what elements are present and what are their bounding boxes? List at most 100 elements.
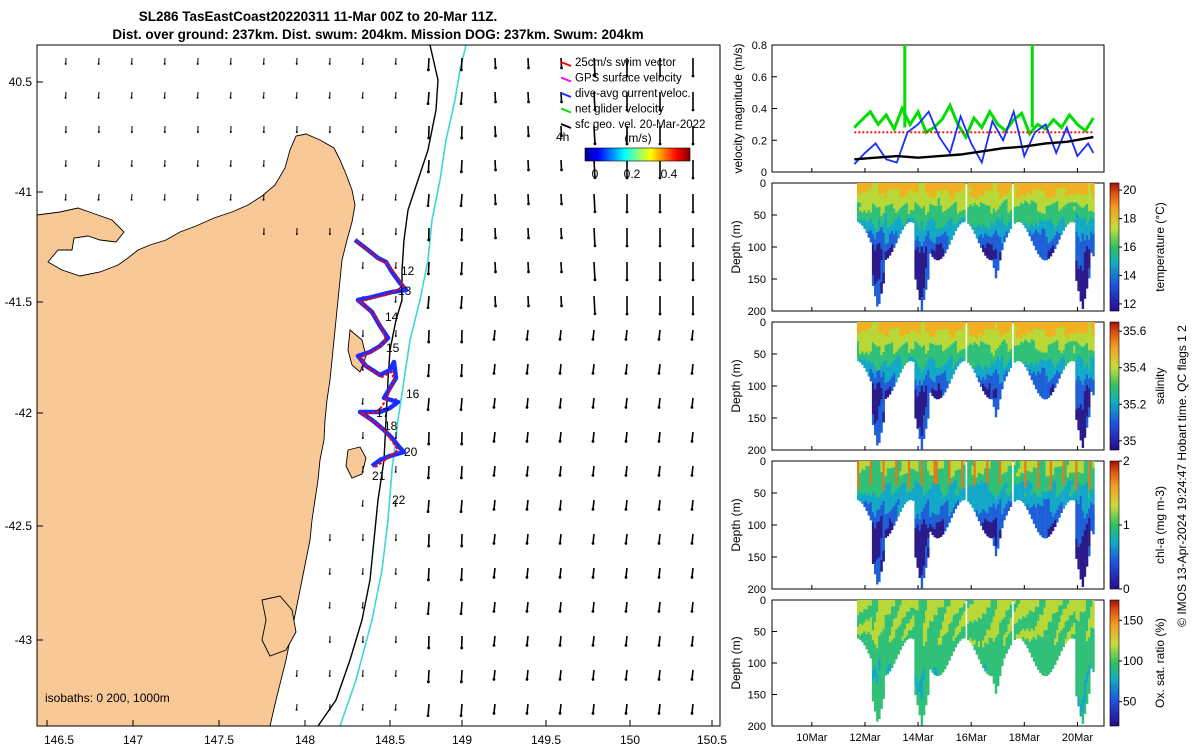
- heatmap-cell: [1022, 628, 1025, 634]
- heatmap-cell: [929, 364, 932, 372]
- velocity-arrow-head: [492, 643, 496, 647]
- heatmap-cell: [990, 252, 993, 261]
- heatmap-cell: [1085, 524, 1089, 536]
- heatmap-cell: [997, 495, 1000, 506]
- heatmap-cell: [980, 631, 983, 639]
- velocity-arrow-head: [328, 708, 331, 711]
- heatmap-cell: [929, 482, 932, 490]
- heatmap-cell: [946, 202, 949, 210]
- heatmap-cell: [975, 466, 979, 473]
- velocity-arrow-head: [591, 473, 595, 477]
- heatmap-cell: [893, 625, 896, 633]
- heatmap-cell: [882, 471, 885, 482]
- heatmap-cell: [1026, 226, 1029, 232]
- heatmap-cell: [1003, 357, 1006, 364]
- heatmap-y-tick-label: 150: [748, 413, 766, 425]
- heatmap-cell: [880, 344, 883, 356]
- heatmap-cell: [925, 417, 928, 429]
- velocity-arrow-head: [591, 575, 595, 579]
- heatmap-cell: [1068, 186, 1072, 192]
- heatmap-cell: [1043, 645, 1046, 654]
- heatmap-cell: [1028, 605, 1031, 611]
- heatmap-cell: [1066, 461, 1070, 466]
- velocity-arrow-head: [690, 405, 694, 409]
- heatmap-cell: [1049, 234, 1053, 242]
- heatmap-cell: [901, 219, 904, 226]
- heatmap-cell: [999, 383, 1002, 392]
- heatmap-cell: [882, 391, 885, 403]
- heatmap-cell: [867, 226, 870, 233]
- heatmap-cell: [948, 606, 951, 613]
- heatmap-cell: [1034, 645, 1038, 654]
- heatmap-cell: [857, 484, 860, 489]
- heatmap-cell: [973, 600, 976, 606]
- heatmap-cell: [893, 189, 896, 197]
- heatmap-cell: [1064, 213, 1068, 219]
- heatmap-cell: [1009, 223, 1013, 229]
- heatmap-cell: [1041, 521, 1044, 530]
- heatmap-cell: [882, 639, 885, 650]
- heatmap-cell: [1068, 190, 1072, 196]
- velocity-arrow: [691, 669, 694, 680]
- velocity-arrow-head: [394, 572, 397, 575]
- heatmap-cell: [1007, 480, 1010, 487]
- heatmap-cell: [857, 619, 860, 624]
- heatmap-cell: [933, 498, 936, 507]
- heatmap-cell: [925, 652, 928, 664]
- heatmap-cell: [1056, 201, 1059, 208]
- heatmap-cell: [1015, 183, 1019, 188]
- heatmap-cell: [1060, 337, 1063, 344]
- heatmap-cell: [1005, 482, 1008, 489]
- heatmap-cell: [859, 469, 862, 474]
- heatmap-cell: [899, 327, 902, 333]
- velocity-arrow-head: [690, 609, 694, 613]
- heatmap-cell: [986, 359, 989, 368]
- heatmap-cell: [874, 622, 877, 634]
- heatmap-cell: [882, 411, 885, 423]
- heatmap-cell: [992, 511, 996, 521]
- velocity-arrow-head: [394, 198, 397, 201]
- heatmap-cell: [986, 336, 989, 345]
- heatmap-cell: [880, 410, 883, 422]
- heatmap-cell: [1037, 385, 1040, 394]
- heatmap-cell: [871, 553, 875, 564]
- heatmap-cell: [1058, 477, 1061, 484]
- heatmap-cell: [886, 644, 890, 653]
- heatmap-cell: [942, 358, 945, 367]
- heatmap-cell: [959, 203, 962, 209]
- heatmap-cell: [1039, 197, 1042, 206]
- heatmap-cell: [1043, 468, 1046, 477]
- heatmap-cell: [950, 194, 953, 201]
- velocity-arrow-head: [328, 232, 331, 235]
- heatmap-cell: [918, 287, 921, 300]
- heatmap-cell: [1090, 196, 1093, 205]
- velocity-arrow-head: [262, 232, 265, 235]
- heatmap-cell: [1068, 341, 1072, 346]
- heatmap-cell: [992, 477, 996, 487]
- heatmap-cell: [1039, 600, 1042, 608]
- heatmap-cell: [1013, 346, 1017, 351]
- heatmap-cell: [861, 637, 864, 643]
- heatmap-cell: [1005, 498, 1008, 505]
- heatmap-cell: [1081, 295, 1085, 309]
- heatmap-cell: [1009, 196, 1013, 202]
- heatmap-cell: [1030, 617, 1034, 624]
- velocity-arrow-head: [492, 405, 496, 409]
- heatmap-cell: [1081, 473, 1085, 487]
- heatmap-cell: [1062, 632, 1065, 638]
- heatmap-cell: [956, 209, 960, 215]
- heatmap-cell: [1068, 353, 1072, 358]
- heatmap-cell: [967, 489, 970, 494]
- heatmap-cell: [1056, 485, 1059, 492]
- heatmap-cell: [863, 626, 866, 632]
- heatmap-cell: [982, 495, 985, 503]
- heatmap-cell: [961, 337, 964, 343]
- heatmap-cell: [997, 539, 1000, 549]
- heatmap-cell: [910, 325, 913, 331]
- heatmap-cell: [997, 513, 1000, 523]
- heatmap-cell: [922, 322, 926, 335]
- heatmap-cell: [1037, 489, 1040, 497]
- velocity-arrow-head: [527, 304, 530, 308]
- heatmap-cell: [937, 360, 941, 369]
- velocity-arrow-head: [657, 643, 661, 647]
